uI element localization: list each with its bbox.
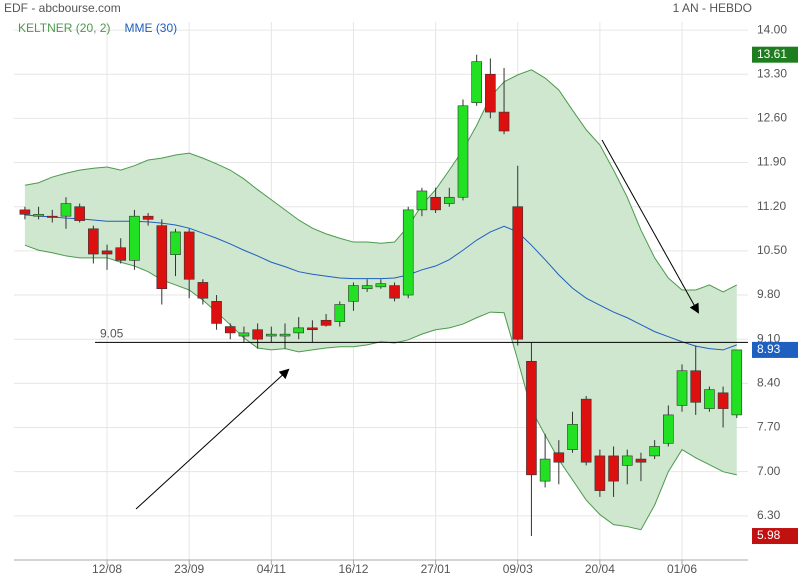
candle-body	[348, 285, 359, 302]
candle-body	[580, 398, 592, 463]
candle-body	[512, 206, 524, 340]
candle-body	[649, 446, 660, 457]
candle-body	[115, 247, 127, 261]
y-tick-label: 12.60	[757, 111, 787, 125]
price-tag-label: 8.93	[757, 342, 781, 356]
candle-body	[621, 455, 633, 466]
y-tick-label: 7.70	[757, 420, 781, 434]
marks-layer: 9.05 13.61 8.93 5.98	[19, 46, 798, 545]
candle-body	[539, 458, 551, 482]
candle-body	[731, 349, 743, 416]
price-tag-label: 13.61	[757, 47, 787, 61]
candle-body	[608, 455, 619, 482]
candle-body	[252, 329, 263, 340]
y-tick-label: 7.00	[757, 464, 781, 478]
candle-body	[690, 370, 702, 403]
x-tick-label: 04/11	[257, 562, 286, 576]
y-tick-label: 11.20	[757, 199, 786, 213]
keltner-upper	[24, 69, 738, 293]
candle-body	[416, 190, 428, 211]
candle-body	[485, 73, 496, 113]
price-tag	[752, 341, 798, 358]
x-tick-label: 12/08	[92, 562, 122, 576]
candle-body	[46, 215, 58, 218]
candle-body	[224, 326, 236, 334]
y-tick-label: 11.90	[757, 155, 786, 169]
x-tick-label: 16/12	[338, 562, 368, 576]
chart-title: EDF - abcbourse.com	[4, 1, 121, 15]
legend-entry: KELTNER (20, 2)	[18, 21, 110, 35]
chart-subtitle: 1 AN - HEBDO	[673, 1, 752, 15]
y-tick-label: 13.30	[757, 66, 787, 80]
x-tick-label: 23/09	[174, 562, 204, 576]
candle-body	[320, 319, 332, 326]
candle-body	[334, 304, 346, 322]
candle-body	[293, 327, 305, 334]
x-tick-label: 20/04	[585, 562, 615, 576]
candle-body	[60, 203, 72, 217]
legend-entry: MME (30)	[124, 21, 177, 35]
candle-body	[197, 282, 209, 299]
y-tick-label: 9.80	[757, 287, 781, 301]
candle-body	[211, 301, 222, 324]
candle-body	[389, 285, 400, 299]
y-tick-label: 6.30	[757, 508, 781, 522]
candle-body	[170, 231, 181, 255]
keltner-lower	[24, 244, 737, 531]
x-tick-label: 09/03	[503, 562, 533, 576]
y-tick-label: 8.40	[757, 376, 781, 390]
mme-line	[24, 214, 737, 351]
candle-body	[74, 206, 85, 221]
candle-body	[635, 458, 647, 463]
candle-body	[704, 389, 715, 409]
candle-body	[594, 455, 606, 491]
candle-body	[101, 250, 113, 255]
candle-body	[266, 333, 277, 337]
band-layer	[24, 69, 738, 531]
x-tick-label: 01/06	[667, 562, 697, 576]
candle-body	[183, 231, 195, 280]
y-tick-label: 14.00	[757, 22, 787, 36]
y-tick-label: 9.10	[757, 331, 781, 345]
candle-body	[129, 215, 140, 261]
candle-body	[553, 452, 565, 463]
price-tag	[752, 528, 798, 545]
arrow	[135, 368, 290, 510]
candle-body	[471, 61, 482, 103]
y-tick-label: 10.50	[757, 243, 787, 257]
candle-body	[717, 392, 729, 409]
candle-body	[19, 209, 31, 215]
candle-body	[663, 414, 674, 444]
candle-body	[33, 213, 44, 217]
candle-body	[526, 360, 537, 476]
candle-body	[430, 196, 441, 211]
candle-body	[375, 283, 387, 288]
candle-body	[676, 370, 688, 406]
candle-body	[443, 196, 455, 204]
candle-body	[156, 225, 168, 290]
price-tag	[752, 46, 798, 63]
candle-body	[142, 215, 154, 220]
candle-body	[457, 105, 469, 198]
reference-label: 9.05	[100, 327, 124, 341]
keltner-band	[24, 69, 737, 530]
candle-body	[567, 424, 578, 450]
candle-body	[238, 332, 250, 337]
arrow	[601, 139, 699, 314]
price-tag-label: 5.98	[757, 528, 781, 542]
candle-body	[402, 209, 414, 296]
candle-body	[307, 327, 318, 331]
x-tick-label: 27/01	[421, 562, 451, 576]
candle-body	[88, 228, 99, 255]
candle-body	[361, 285, 373, 290]
candle-body	[279, 333, 291, 337]
candle-body	[498, 111, 510, 132]
